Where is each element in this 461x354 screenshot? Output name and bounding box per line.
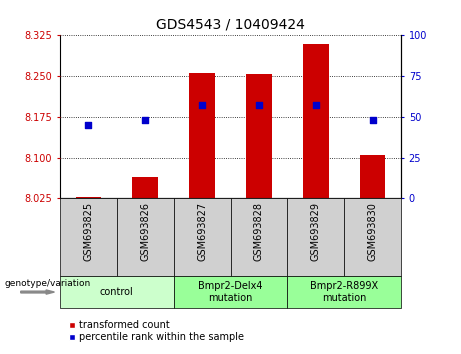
Legend: transformed count, percentile rank within the sample: transformed count, percentile rank withi… <box>65 316 248 346</box>
Bar <box>230 198 287 276</box>
Text: GSM693827: GSM693827 <box>197 202 207 261</box>
Bar <box>174 198 230 276</box>
Bar <box>246 74 272 198</box>
Bar <box>360 155 385 198</box>
Point <box>85 122 92 128</box>
Point <box>198 103 206 108</box>
Point <box>255 103 263 108</box>
Text: Bmpr2-Delx4
mutation: Bmpr2-Delx4 mutation <box>198 281 263 303</box>
Text: GSM693825: GSM693825 <box>83 202 94 261</box>
Bar <box>287 198 344 276</box>
Bar <box>287 276 401 308</box>
Text: genotype/variation: genotype/variation <box>5 279 91 288</box>
Point <box>142 117 149 123</box>
Text: Bmpr2-R899X
mutation: Bmpr2-R899X mutation <box>310 281 378 303</box>
Bar <box>117 198 174 276</box>
Bar <box>76 196 101 198</box>
Bar <box>60 198 117 276</box>
Text: GSM693830: GSM693830 <box>367 202 378 261</box>
Bar <box>303 44 329 198</box>
Bar <box>174 276 287 308</box>
Text: GSM693826: GSM693826 <box>140 202 150 261</box>
Bar <box>189 73 215 198</box>
Bar <box>60 276 174 308</box>
Title: GDS4543 / 10409424: GDS4543 / 10409424 <box>156 17 305 32</box>
Point <box>369 117 376 123</box>
Bar <box>132 177 158 198</box>
Text: control: control <box>100 287 134 297</box>
Text: GSM693828: GSM693828 <box>254 202 264 261</box>
Bar <box>344 198 401 276</box>
Point <box>312 103 319 108</box>
Text: GSM693829: GSM693829 <box>311 202 321 261</box>
